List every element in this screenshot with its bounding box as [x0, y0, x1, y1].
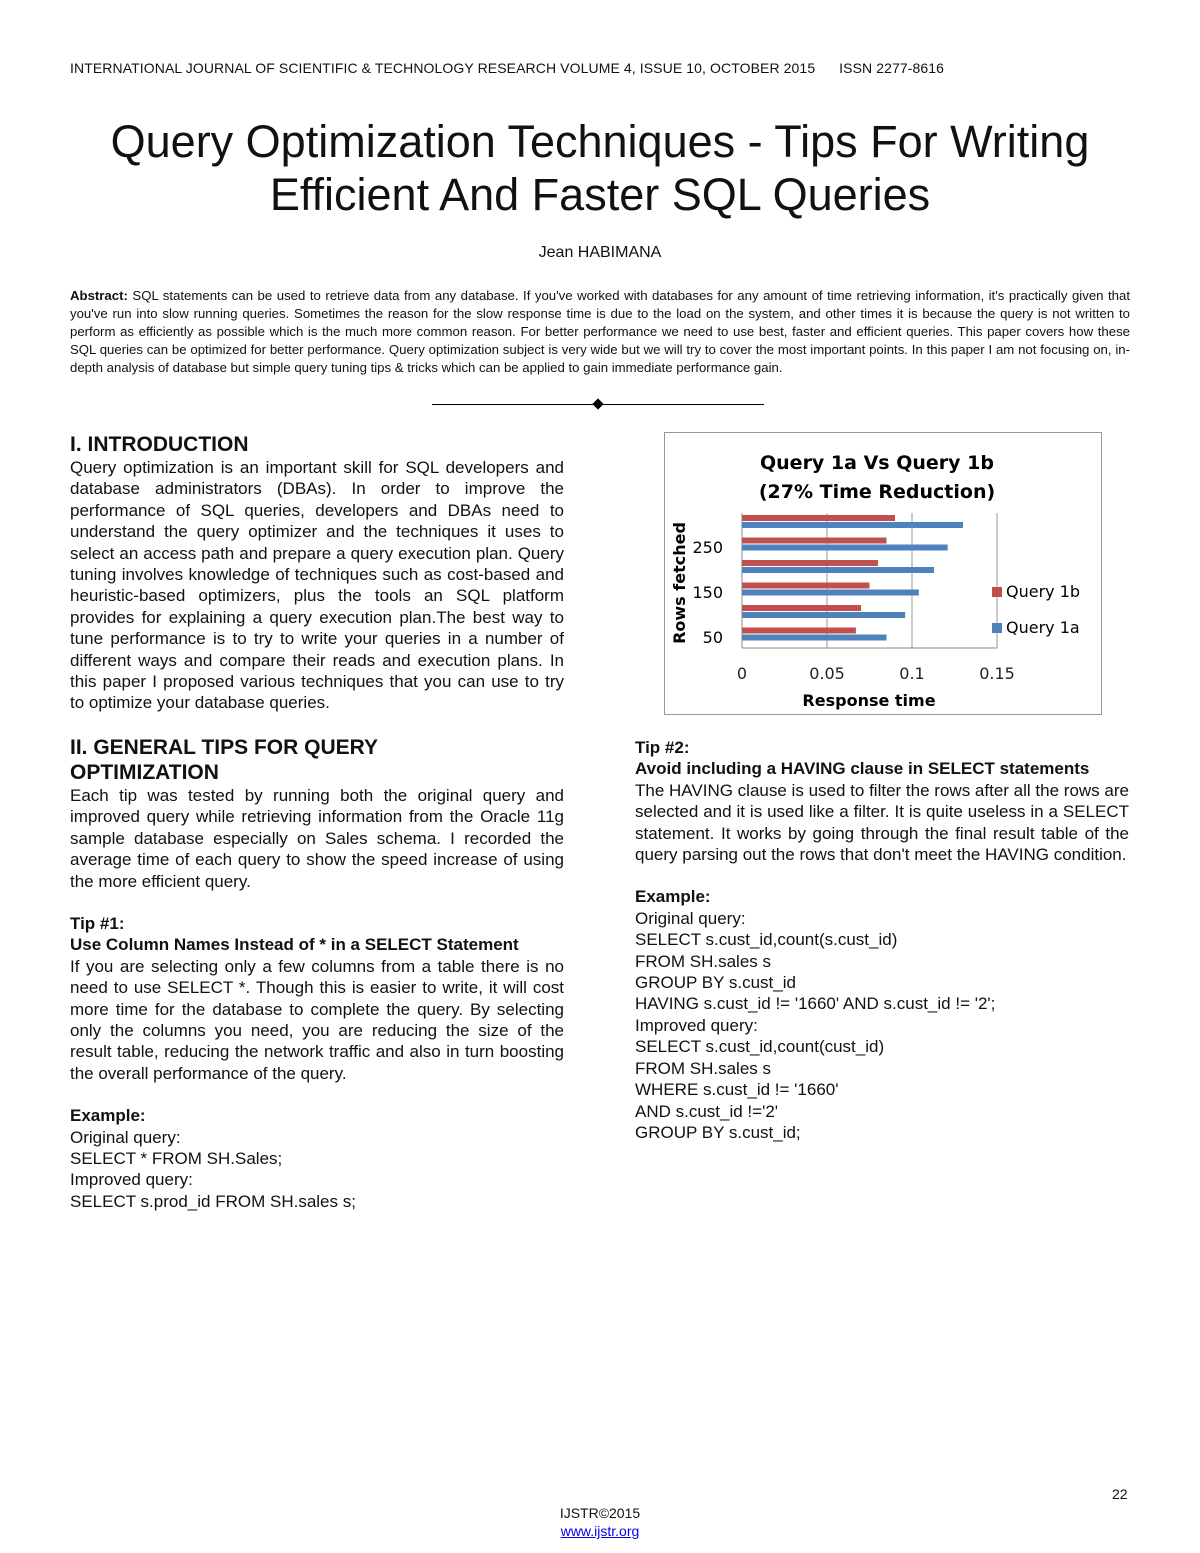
code-line: FROM SH.sales s — [635, 951, 772, 971]
bar-query-1a — [742, 522, 963, 528]
code-line: Improved query: — [635, 1015, 758, 1035]
bar-query-1b — [742, 560, 878, 566]
bar-query-1b — [742, 605, 861, 611]
x-tick-label: 0.1 — [899, 664, 924, 683]
code-line: SELECT s.prod_id FROM SH.sales s; — [70, 1191, 356, 1211]
y-tick-label: 250 — [692, 538, 723, 557]
footer-link[interactable]: www.ijstr.org — [560, 1523, 640, 1539]
bar-query-1a — [742, 567, 935, 573]
legend-swatch — [992, 623, 1002, 633]
code-line: Original query: — [70, 1127, 181, 1147]
code-line: WHERE s.cust_id != '1660' — [635, 1080, 839, 1100]
page-number: 22 — [1112, 1486, 1128, 1502]
code-line: SELECT s.cust_id,count(cust_id) — [635, 1037, 885, 1057]
left-column: I. INTRODUCTION Query optimization is an… — [70, 432, 564, 1212]
code-example: Original query: SELECT * FROM SH.Sales; Im… — [70, 1127, 564, 1213]
legend-label: Query 1b — [1006, 582, 1080, 601]
section-heading: I. INTRODUCTION — [70, 433, 249, 456]
paragraph: Query optimization is an important skill… — [70, 458, 564, 713]
paragraph: Each tip was tested by running both the … — [70, 785, 564, 891]
x-axis-label: Response time — [802, 691, 935, 710]
bar-query-1b — [742, 515, 895, 521]
bar-query-1a — [742, 544, 948, 551]
code-line: FROM SH.sales s — [635, 1058, 772, 1078]
journal-header: INTERNATIONAL JOURNAL OF SCIENTIFIC & TE… — [70, 60, 945, 76]
bar-query-1b — [742, 582, 870, 589]
tip-title: Use Column Names Instead of * in a SELEC… — [70, 935, 519, 955]
abstract-text: SQL statements can be used to retrieve d… — [70, 288, 1130, 375]
tip-title: Avoid including a HAVING clause in SELEC… — [635, 759, 1090, 779]
tip-label: Tip #2: — [635, 738, 690, 757]
section-heading: II. GENERAL TIPS FOR QUERY OPTIMIZATION — [70, 735, 378, 784]
code-line: SELECT s.cust_id,count(s.cust_id) — [635, 930, 898, 950]
title-line-2: Efficient And Faster SQL Queries — [269, 169, 931, 220]
code-line: GROUP BY s.cust_id; — [635, 1122, 801, 1142]
tip-label: Tip #1: — [70, 913, 125, 933]
right-column: Tip #2: Avoid including a HAVING clause … — [635, 737, 1129, 1143]
example-label: Example: — [635, 887, 711, 907]
code-line: SELECT * FROM SH.Sales; — [70, 1148, 283, 1168]
legend-label: Query 1a — [1006, 618, 1080, 637]
x-tick-label: 0.15 — [979, 664, 1015, 683]
bar-query-1b — [742, 537, 887, 544]
code-line: Improved query: — [70, 1170, 193, 1190]
paragraph: The HAVING clause is used to filter the … — [635, 780, 1129, 865]
paper-title: Query Optimization Techniques - Tips For… — [0, 115, 1200, 221]
bar-query-1a — [742, 634, 887, 641]
code-line: HAVING s.cust_id != '1660' AND s.cust_id… — [635, 994, 996, 1014]
x-tick-label: 0 — [737, 664, 747, 683]
bar-query-1a — [742, 612, 906, 618]
code-line: Original query: — [635, 908, 746, 928]
footer-copyright: IJSTR©2015 — [559, 1505, 641, 1521]
code-example: Original query: SELECT s.cust_id,count(s.… — [635, 908, 1129, 1143]
bar-query-1b — [742, 627, 856, 634]
example-label: Example: — [70, 1106, 146, 1126]
y-tick-label: 150 — [692, 583, 723, 602]
code-line: GROUP BY s.cust_id — [635, 973, 796, 993]
bar-query-1a — [742, 589, 919, 596]
code-line: AND s.cust_id !='2' — [635, 1101, 779, 1121]
legend-swatch — [992, 587, 1002, 597]
x-tick-label: 0.05 — [809, 664, 845, 683]
bar-chart: Query 1a Vs Query 1b (27% Time Reduction)… — [664, 432, 1102, 715]
chart-title: Query 1a Vs Query 1b — [760, 452, 994, 474]
y-tick-label: 50 — [703, 628, 723, 647]
y-axis-label: Rows fetched — [670, 522, 689, 644]
chart-subtitle: (27% Time Reduction) — [759, 481, 995, 503]
divider-diamond — [592, 398, 604, 410]
abstract-label: Abstract: — [70, 288, 128, 303]
paragraph: If you are selecting only a few columns … — [70, 956, 564, 1083]
abstract: Abstract: SQL statements can be used to … — [70, 287, 1130, 377]
chart-svg: Query 1a Vs Query 1b (27% Time Reduction)… — [670, 452, 1080, 710]
author: Jean HABIMANA — [538, 244, 662, 261]
title-line-1: Query Optimization Techniques - Tips For… — [110, 116, 1090, 167]
